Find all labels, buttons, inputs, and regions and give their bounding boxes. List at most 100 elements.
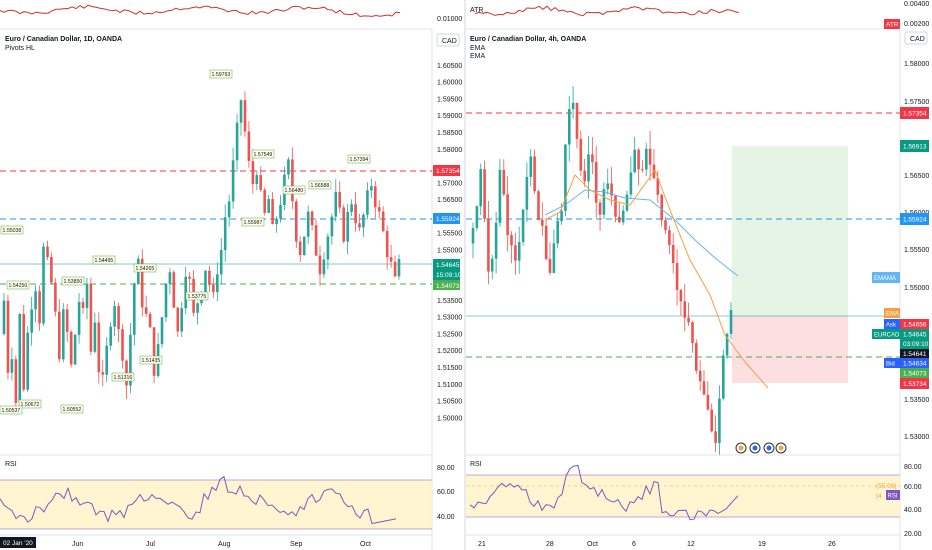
left-candle-body [377,207,381,212]
right-candle-body [587,154,590,182]
left-candles [2,91,401,414]
left-candle-body [129,334,132,386]
right-candle-body [629,172,633,195]
left-candle-body [275,218,278,224]
event-icons[interactable] [735,442,787,454]
left-price-tick: 1.56500 [437,197,462,204]
right-candle-body [514,245,517,261]
pivot-label: 1.54495 [95,258,114,264]
long-position-loss-zone[interactable] [732,316,848,383]
right-symbol-tag-text: EURCAD [874,333,900,339]
right-candle-body [510,235,513,246]
left-pivots: 1.59793 1.57549 1.57394 1.56480 1.56588 1.559… [0,69,371,415]
left-candle-body [338,191,341,208]
split-icon-dot [778,445,784,451]
pivot-label: 1.53850 [64,279,83,285]
pivot-label: 1.55987 [244,220,263,226]
left-candle-body [160,317,164,345]
right-candle-body [675,263,679,290]
left-candle-body [298,241,302,255]
pivot-label-box [282,185,306,195]
left-candle-body [204,270,207,292]
left-date-badge-text: 02 Jan '20 [3,540,33,547]
right-candle-body [671,245,675,264]
left-candle-body [342,207,345,242]
right-candle-body [521,209,525,242]
left-candle-body [14,359,18,403]
right-ema-fast-tag-text: EMA [886,312,899,318]
right-candle-body [610,183,613,196]
right-candle-body [706,394,710,410]
right-atr-tick-1: 0.00400 [904,1,929,8]
earnings-icon-dot [766,445,772,451]
left-candle-body [393,261,397,277]
left-price-axis[interactable]: 1.60500 1.60000 1.59500 1.59000 1.58500 1.580… [437,63,462,422]
left-candle-body [223,217,227,251]
left-price-tick: 1.52500 [437,331,462,338]
pivot-label-box [308,180,332,190]
left-candle-body [227,201,231,218]
left-currency-label: CAD [442,38,457,45]
right-candle-body [714,431,717,444]
right-candle-body [490,258,494,272]
right-ema-slow-tag [872,272,900,283]
left-candle-body [30,309,33,333]
pivot-label-box [0,225,24,235]
right-candle-body [537,191,540,220]
right-rsi-tick-40: 40.00 [904,507,922,514]
right-atr-line [474,5,740,17]
right-x-tick-6: 6 [632,541,636,548]
left-price-tick: 1.59000 [437,113,462,120]
right-rsi-tag-text: RSI [888,494,898,500]
right-blue-tag-text: 1.55924 [903,217,927,224]
left-x-tick-oct: Oct [360,541,371,548]
left-price-tick: 1.52000 [437,348,462,355]
right-stop-tag [900,378,929,389]
right-blue-tag [900,213,929,225]
right-bid-tag-text: Bid [886,362,895,368]
left-chart-title: Euro / Canadian Dollar, 1D, OANDA [5,36,122,43]
right-rsi-4-label: (4 [876,493,882,500]
left-candle-body [231,160,235,202]
right-currency-button[interactable] [904,31,928,45]
left-candle-body [34,291,37,310]
right-candle-body [729,310,733,334]
left-candle-body [172,272,176,308]
right-mid-price-tag [900,349,929,358]
right-candle-body [695,343,698,371]
pivot-label: 1.50672 [21,402,40,408]
left-candle-body [243,100,247,132]
right-candle-body [618,216,621,223]
pivot-label-box [241,217,265,227]
long-position-profit-zone[interactable] [732,146,848,316]
left-pane: 0.01000 Euro / Canadian Dollar, 1D, OAND… [0,4,462,550]
right-candle-body [641,169,644,171]
left-candle-body [62,309,65,360]
left-candle-body [188,276,191,279]
left-candle-body [295,201,298,242]
left-candle-body [38,291,41,324]
right-ema-fast-tag [884,308,900,318]
left-candle-body [18,314,22,403]
left-candle-body [152,327,156,376]
left-currency-button[interactable] [436,33,460,47]
left-candle-body [168,272,172,284]
left-candle-body [255,175,259,184]
right-candle-body [571,102,575,110]
left-candle-body [148,313,152,328]
calendar-icon-dot [738,445,744,451]
pivot-label-box [209,69,233,79]
left-candle-body [117,306,120,330]
right-price-tick-2: 1.56500 [904,173,929,180]
right-candle-body [648,148,652,165]
right-candle-body [568,109,571,145]
right-ema-fast-line [544,168,769,389]
right-price-tick-7: 1.53000 [904,434,929,441]
right-x-tick-28: 28 [546,541,554,548]
left-blue-tag-text: 1.55924 [436,216,460,223]
left-blue-tag [433,213,460,224]
right-price-tick-4: 1.55500 [904,247,929,254]
left-green-tag [433,280,460,290]
right-candle-body [579,138,583,171]
